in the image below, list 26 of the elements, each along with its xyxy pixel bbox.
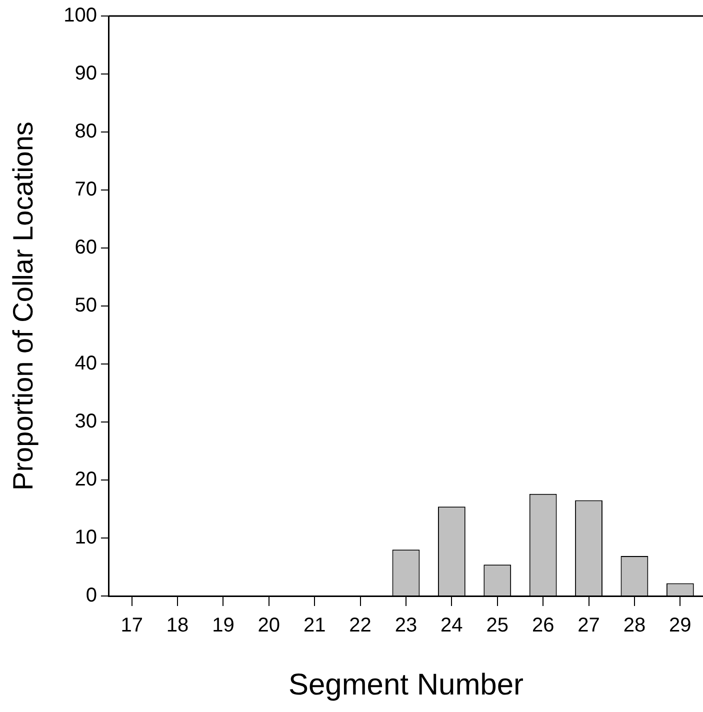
y-tick-label: 100 (64, 4, 97, 27)
y-axis-title: Proportion of Collar Locations (8, 122, 39, 490)
x-tick-label: 28 (623, 614, 646, 637)
x-tick-label: 23 (394, 614, 418, 637)
y-tick-label: 20 (74, 468, 97, 491)
y-tick-label: 0 (86, 584, 97, 607)
x-tick-label: 18 (166, 614, 189, 637)
x-axis-title: Segment Number (288, 668, 524, 702)
x-tick-label: 20 (258, 614, 280, 637)
y-tick-label: 90 (74, 62, 97, 85)
x-tick-label: 29 (669, 614, 692, 637)
x-tick-label: 22 (349, 614, 372, 637)
x-tick-label: 19 (212, 614, 234, 637)
x-tick-label: 24 (440, 614, 463, 637)
y-tick-label: 70 (74, 178, 97, 201)
y-tick-label: 60 (74, 236, 97, 259)
y-tick-label: 40 (74, 352, 97, 375)
y-tick-label: 30 (74, 410, 97, 433)
x-tick-label: 17 (120, 614, 143, 637)
x-tick-label: 25 (486, 614, 508, 637)
x-tick-label: 21 (303, 614, 326, 637)
y-tick-label: 10 (74, 526, 97, 549)
y-tick-label: 80 (74, 120, 97, 143)
x-tick-label: 27 (578, 614, 600, 637)
y-tick-label: 50 (74, 294, 97, 317)
x-tick-label: 26 (532, 614, 554, 637)
